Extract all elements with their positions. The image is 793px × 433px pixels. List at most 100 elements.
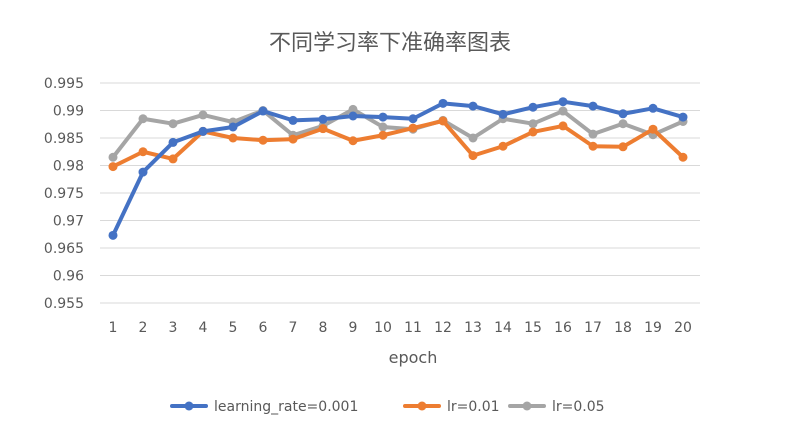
- legend: learning_rate=0.001 lr=0.01 lr=0.05: [170, 399, 605, 415]
- data-point: [168, 154, 178, 164]
- y-axis-ticks: 0.955 0.96 0.965 0.97 0.975 0.98 0.985 0.99 0.99…: [44, 76, 84, 312]
- y-tick-label: 0.96: [53, 269, 84, 285]
- data-point: [258, 135, 268, 145]
- y-tick-label: 0.985: [44, 131, 84, 147]
- x-tick-label: 11: [404, 320, 422, 336]
- x-tick-label: 7: [289, 320, 298, 336]
- data-point: [648, 124, 658, 134]
- data-point: [558, 106, 568, 116]
- data-point: [528, 119, 538, 129]
- data-point: [468, 151, 478, 161]
- data-point: [258, 106, 268, 116]
- x-tick-label: 10: [374, 320, 392, 336]
- data-point: [138, 147, 148, 157]
- x-tick-label: 1: [109, 320, 118, 336]
- series-line: [111, 99, 685, 238]
- legend-label: lr=0.05: [552, 399, 605, 415]
- data-point: [408, 123, 418, 133]
- data-point: [558, 97, 568, 107]
- data-point: [288, 115, 298, 125]
- x-tick-label: 2: [139, 320, 148, 336]
- data-point: [348, 104, 358, 114]
- data-point: [618, 119, 628, 129]
- legend-item: learning_rate=0.001: [170, 399, 358, 415]
- data-point: [168, 119, 178, 129]
- data-point: [678, 152, 688, 162]
- data-point: [648, 103, 658, 113]
- data-point: [588, 141, 598, 151]
- series-0: [108, 97, 688, 240]
- data-point: [228, 122, 238, 132]
- data-point: [288, 134, 298, 144]
- data-point: [348, 111, 358, 121]
- legend-label: learning_rate=0.001: [214, 399, 358, 415]
- x-tick-label: 9: [349, 320, 358, 336]
- y-tick-label: 0.99: [53, 104, 84, 120]
- data-point: [498, 109, 508, 119]
- data-point: [438, 98, 448, 108]
- data-point: [558, 121, 568, 131]
- data-point: [168, 137, 178, 147]
- chart-title: 不同学习率下准确率图表: [269, 31, 511, 56]
- legend-swatch-marker: [522, 401, 532, 411]
- data-point: [378, 130, 388, 140]
- y-tick-label: 0.98: [53, 159, 84, 175]
- data-point: [348, 136, 358, 146]
- legend-swatch-marker: [184, 401, 194, 411]
- series-lines: [108, 97, 688, 240]
- data-point: [108, 152, 118, 162]
- data-point: [228, 133, 238, 143]
- data-point: [498, 141, 508, 151]
- data-point: [318, 114, 328, 124]
- data-point: [108, 162, 118, 172]
- data-point: [588, 101, 598, 111]
- x-tick-label: 5: [229, 320, 238, 336]
- x-tick-label: 13: [464, 320, 482, 336]
- data-point: [138, 114, 148, 124]
- x-tick-label: 8: [319, 320, 328, 336]
- y-tick-label: 0.965: [44, 241, 84, 257]
- x-tick-label: 4: [199, 320, 208, 336]
- x-axis-ticks: 1 2 3 4 5 6 7 8 9 10 11 12 13 14 15 16 17 18 19 20: [109, 320, 692, 336]
- data-point: [378, 112, 388, 122]
- x-tick-label: 19: [644, 320, 662, 336]
- data-point: [468, 101, 478, 111]
- data-point: [468, 133, 478, 143]
- legend-label: lr=0.01: [447, 399, 500, 415]
- data-point: [618, 142, 628, 152]
- data-point: [528, 127, 538, 137]
- x-tick-label: 18: [614, 320, 632, 336]
- data-point: [138, 167, 148, 177]
- x-tick-label: 20: [674, 320, 692, 336]
- data-point: [528, 102, 538, 112]
- data-point: [198, 110, 208, 120]
- data-point: [678, 112, 688, 122]
- data-point: [618, 109, 628, 119]
- data-point: [318, 124, 328, 134]
- data-point: [378, 122, 388, 132]
- x-tick-label: 12: [434, 320, 452, 336]
- legend-swatch-marker: [417, 401, 427, 411]
- data-point: [108, 230, 118, 240]
- series-1: [108, 116, 688, 172]
- y-tick-label: 0.955: [44, 296, 84, 312]
- y-tick-label: 0.975: [44, 186, 84, 202]
- legend-item: lr=0.01: [403, 399, 500, 415]
- data-point: [408, 114, 418, 124]
- legend-item: lr=0.05: [508, 399, 605, 415]
- data-point: [588, 129, 598, 139]
- y-tick-label: 0.97: [53, 214, 84, 230]
- x-tick-label: 15: [524, 320, 542, 336]
- y-tick-label: 0.995: [44, 76, 84, 92]
- data-point: [438, 116, 448, 126]
- x-tick-label: 14: [494, 320, 512, 336]
- series-line: [111, 107, 685, 160]
- x-tick-label: 16: [554, 320, 572, 336]
- x-tick-label: 6: [259, 320, 268, 336]
- x-tick-label: 17: [584, 320, 602, 336]
- x-tick-label: 3: [169, 320, 178, 336]
- gridlines: [100, 82, 700, 304]
- data-point: [198, 126, 208, 136]
